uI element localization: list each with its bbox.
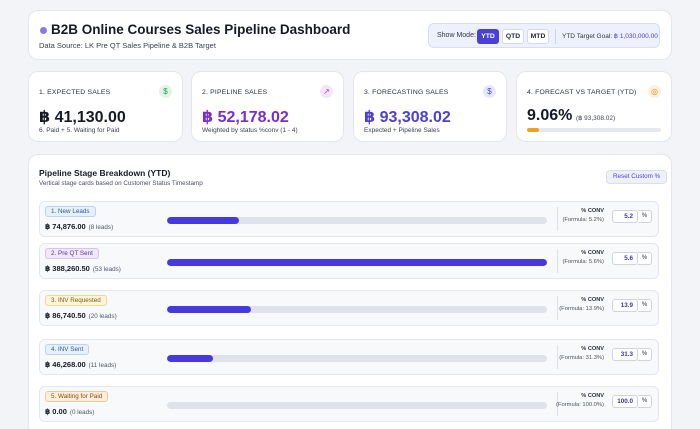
kpi-value: 9.06% bbox=[527, 107, 573, 124]
stage-divider bbox=[557, 207, 558, 231]
stage-progress-fill bbox=[167, 306, 251, 313]
kpi-subtext: Weighted by status %conv (1 - 4) bbox=[202, 127, 298, 134]
stage-progress-bar bbox=[167, 355, 547, 362]
stage-progress-bar bbox=[167, 259, 547, 266]
stage-card-waiting-for-paid: 5. Waiting for Paid ฿ 0.00 (0 leads) % CO… bbox=[39, 386, 659, 422]
kpi-pipeline-sales: 2. PIPELINE SALES ↗ ฿ 52,178.02 Weighted… bbox=[191, 71, 344, 142]
mode-divider bbox=[555, 29, 556, 44]
conv-formula: (Formula: 13.9%) bbox=[559, 306, 604, 312]
conv-input[interactable]: 100.0 bbox=[612, 395, 638, 408]
stage-progress-bar bbox=[167, 402, 547, 409]
mode-selector: Show Mode: YTD QTD MTD YTD Target Goal: … bbox=[428, 23, 660, 48]
conv-formula: (Formula: 5.2%) bbox=[562, 217, 604, 223]
conv-label: % CONV bbox=[581, 346, 604, 352]
stage-badge: 5. Waiting for Paid bbox=[45, 391, 109, 402]
conv-label: % CONV bbox=[581, 297, 604, 303]
stage-badge: 2. Pre QT Sent bbox=[45, 248, 99, 259]
stage-amount-value: ฿ 388,260.50 bbox=[45, 264, 90, 273]
mode-ytd-button[interactable]: YTD bbox=[477, 29, 499, 44]
stage-progress-fill bbox=[167, 259, 547, 266]
stage-amount: ฿ 0.00 (0 leads) bbox=[45, 407, 94, 416]
stage-progress-bar bbox=[167, 306, 547, 313]
kpi-subtext: Expected + Pipeline Sales bbox=[364, 127, 440, 134]
conv-input[interactable]: 13.9 bbox=[612, 299, 638, 312]
pipeline-section: Pipeline Stage Breakdown (YTD) Vertical … bbox=[28, 154, 672, 429]
stage-badge: 1. New Leads bbox=[45, 206, 96, 217]
target-goal-label: YTD Target Goal: bbox=[562, 33, 613, 40]
conv-label: % CONV bbox=[581, 393, 604, 399]
target-goal-value: ฿ 1,030,000.00 bbox=[613, 33, 658, 40]
kpi-value: ฿ 41,130.00 bbox=[39, 109, 126, 126]
stage-leads: (20 leads) bbox=[88, 313, 117, 320]
stage-progress-fill bbox=[167, 217, 240, 224]
title-dot-icon bbox=[40, 27, 47, 34]
pct-symbol: % bbox=[638, 348, 652, 361]
kpi-subtext: 6. Paid + 5. Waiting for Paid bbox=[39, 127, 120, 134]
stage-leads: (8 leads) bbox=[88, 224, 114, 231]
data-source-text: Data Source: LK Pre QT Sales Pipeline & … bbox=[39, 41, 216, 50]
conv-formula: (Formula: 5.6%) bbox=[562, 259, 604, 265]
pct-symbol: % bbox=[638, 395, 652, 408]
conv-label: % CONV bbox=[581, 208, 604, 214]
show-mode-label: Show Mode: bbox=[437, 32, 476, 39]
stage-divider bbox=[557, 296, 558, 320]
stage-card-pre-qt-sent: 2. Pre QT Sent ฿ 388,260.50 (53 leads) % … bbox=[39, 243, 659, 279]
stage-divider bbox=[557, 345, 558, 369]
target-progress-fill bbox=[527, 128, 540, 132]
mode-qtd-button[interactable]: QTD bbox=[502, 29, 524, 44]
reset-custom-button[interactable]: Reset Custom % bbox=[606, 170, 668, 184]
stage-leads: (53 leads) bbox=[92, 266, 121, 273]
target-icon: ◎ bbox=[648, 85, 661, 98]
kpi-forecast-amount: (฿ 93,308.02) bbox=[576, 115, 616, 122]
kpi-forecasting-sales: 3. FORECASTING SALES $ ฿ 93,308.02 Expec… bbox=[353, 71, 507, 142]
pct-symbol: % bbox=[638, 210, 652, 223]
kpi-value: ฿ 52,178.02 bbox=[202, 109, 289, 126]
kpi-forecast-vs-target: 4. FORECAST VS TARGET (YTD) ◎ 9.06% (฿ 9… bbox=[516, 71, 672, 142]
conv-input[interactable]: 5.6 bbox=[612, 252, 638, 265]
stage-divider bbox=[557, 392, 558, 416]
stage-card-new-leads: 1. New Leads ฿ 74,876.00 (8 leads) % CONV… bbox=[39, 201, 659, 237]
kpi-label: 1. EXPECTED SALES bbox=[39, 89, 111, 96]
pipeline-title: Pipeline Stage Breakdown (YTD) bbox=[39, 168, 171, 178]
stage-amount-value: ฿ 74,876.00 bbox=[45, 222, 86, 231]
coin-icon: $ bbox=[483, 85, 496, 98]
kpi-expected-sales: 1. EXPECTED SALES $ ฿ 41,130.00 6. Paid … bbox=[28, 71, 183, 142]
conv-formula: (Formula: 31.3%) bbox=[559, 355, 604, 361]
dashboard-header: B2B Online Courses Sales Pipeline Dashbo… bbox=[28, 10, 672, 60]
target-progress-bar bbox=[527, 128, 661, 132]
kpi-label: 2. PIPELINE SALES bbox=[202, 89, 268, 96]
conv-formula: (Formula: 100.0%) bbox=[555, 402, 604, 408]
pct-symbol: % bbox=[638, 299, 652, 312]
stage-amount: ฿ 46,268.00 (11 leads) bbox=[45, 360, 116, 369]
conv-input[interactable]: 5.2 bbox=[612, 210, 638, 223]
stage-amount-value: ฿ 0.00 bbox=[45, 407, 67, 416]
stage-progress-fill bbox=[167, 355, 213, 362]
conv-input[interactable]: 31.3 bbox=[612, 348, 638, 361]
stage-progress-bar bbox=[167, 217, 547, 224]
stage-divider bbox=[557, 249, 558, 273]
stage-leads: (11 leads) bbox=[88, 362, 117, 369]
kpi-label: 3. FORECASTING SALES bbox=[364, 89, 449, 96]
kpi-label: 4. FORECAST VS TARGET (YTD) bbox=[527, 89, 637, 96]
stage-amount: ฿ 388,260.50 (53 leads) bbox=[45, 264, 121, 273]
trend-up-icon: ↗ bbox=[320, 85, 333, 98]
conv-label: % CONV bbox=[581, 250, 604, 256]
stage-card-inv-sent: 4. INV Sent ฿ 46,268.00 (11 leads) % CONV… bbox=[39, 339, 659, 375]
mode-mtd-button[interactable]: MTD bbox=[527, 29, 549, 44]
pipeline-subtitle: Vertical stage cards based on Customer S… bbox=[39, 180, 203, 187]
stage-amount-value: ฿ 46,268.00 bbox=[45, 360, 86, 369]
stage-badge: 4. INV Sent bbox=[45, 344, 90, 355]
target-goal: YTD Target Goal: ฿ 1,030,000.00 bbox=[562, 32, 658, 40]
stage-leads: (0 leads) bbox=[69, 409, 95, 416]
stage-amount-value: ฿ 86,740.50 bbox=[45, 311, 86, 320]
stage-amount: ฿ 74,876.00 (8 leads) bbox=[45, 222, 113, 231]
stage-badge: 3. INV Requested bbox=[45, 295, 107, 306]
pct-symbol: % bbox=[638, 252, 652, 265]
page-title: B2B Online Courses Sales Pipeline Dashbo… bbox=[51, 22, 351, 37]
kpi-value: ฿ 93,308.02 bbox=[364, 109, 451, 126]
stage-card-inv-requested: 3. INV Requested ฿ 86,740.50 (20 leads) %… bbox=[39, 290, 659, 326]
stage-amount: ฿ 86,740.50 (20 leads) bbox=[45, 311, 117, 320]
dollar-icon: $ bbox=[159, 85, 172, 98]
